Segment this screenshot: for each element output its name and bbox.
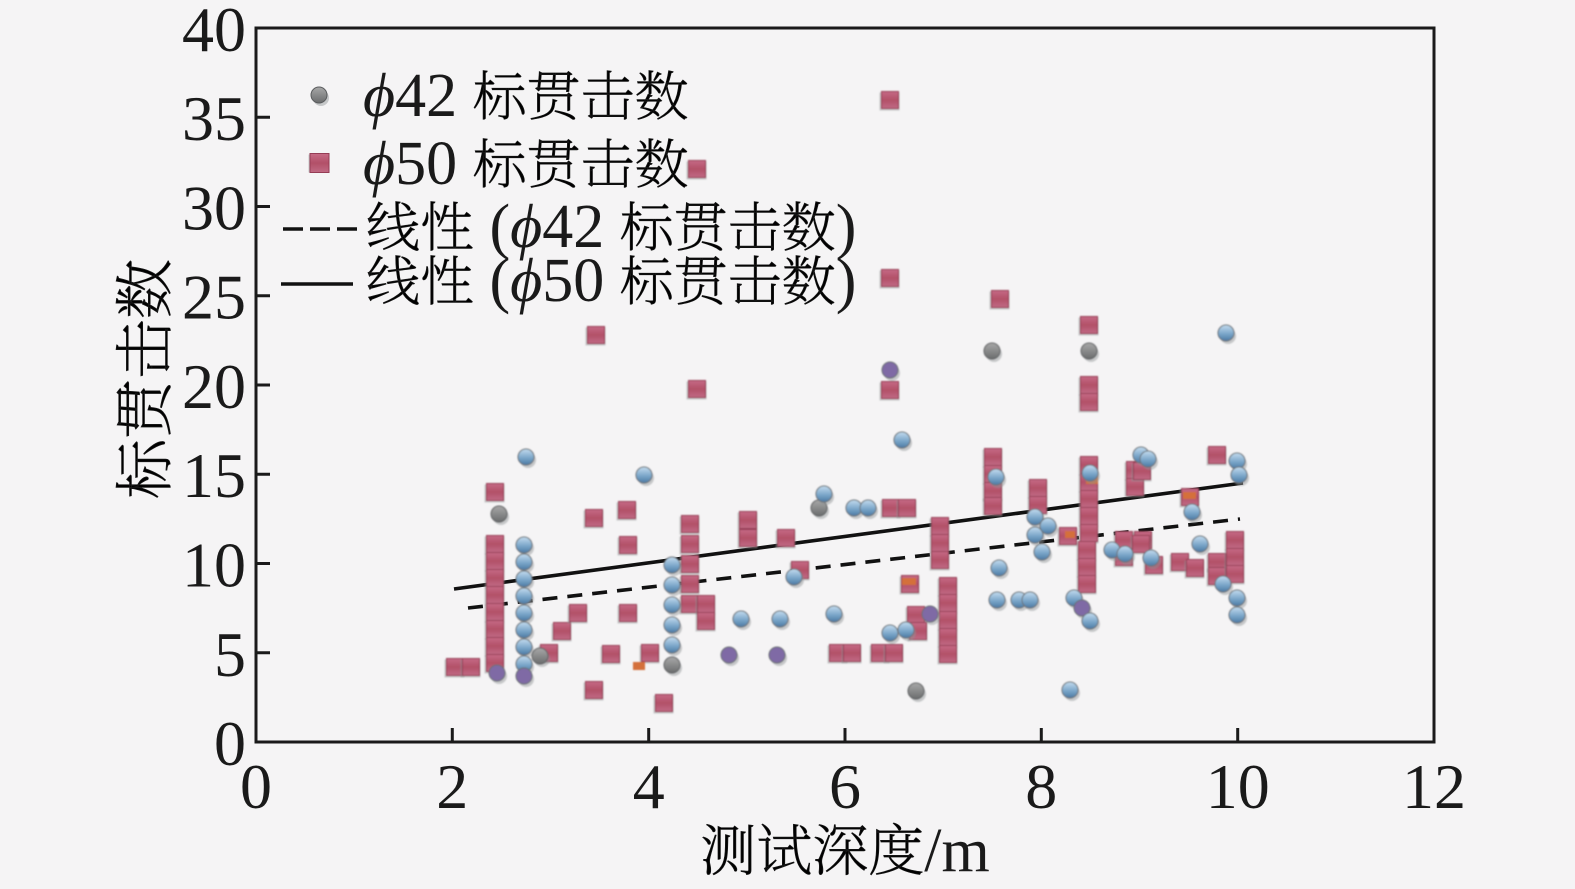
svg-text:/m: /m — [924, 817, 989, 885]
svg-text:42: 42 — [542, 193, 604, 261]
svg-text:6: 6 — [829, 751, 861, 822]
svg-text:4: 4 — [633, 751, 665, 822]
svg-text:20: 20 — [182, 351, 246, 422]
svg-text:10: 10 — [182, 530, 246, 601]
svg-text:10: 10 — [1206, 751, 1270, 822]
svg-text:2: 2 — [436, 751, 468, 822]
svg-text:50: 50 — [395, 130, 457, 198]
svg-text:40: 40 — [182, 0, 246, 65]
svg-text:50: 50 — [542, 247, 604, 315]
svg-text:): ) — [836, 247, 857, 315]
svg-text:ϕ: ϕ — [510, 247, 542, 315]
svg-text:): ) — [836, 193, 857, 261]
svg-text:30: 30 — [182, 173, 246, 244]
svg-text:35: 35 — [182, 83, 246, 154]
svg-text:(: ( — [490, 247, 511, 315]
svg-text:8: 8 — [1025, 751, 1057, 822]
svg-text:0: 0 — [240, 751, 272, 822]
svg-text:25: 25 — [182, 262, 246, 333]
svg-text:(: ( — [490, 193, 511, 261]
svg-text:ϕ: ϕ — [363, 130, 395, 198]
svg-text:12: 12 — [1402, 751, 1466, 822]
svg-text:42: 42 — [395, 62, 457, 130]
svg-text:ϕ: ϕ — [363, 62, 395, 130]
svg-text:15: 15 — [182, 440, 246, 511]
svg-text:ϕ: ϕ — [510, 193, 542, 261]
svg-text:5: 5 — [214, 619, 246, 690]
svg-text:0: 0 — [214, 708, 246, 779]
